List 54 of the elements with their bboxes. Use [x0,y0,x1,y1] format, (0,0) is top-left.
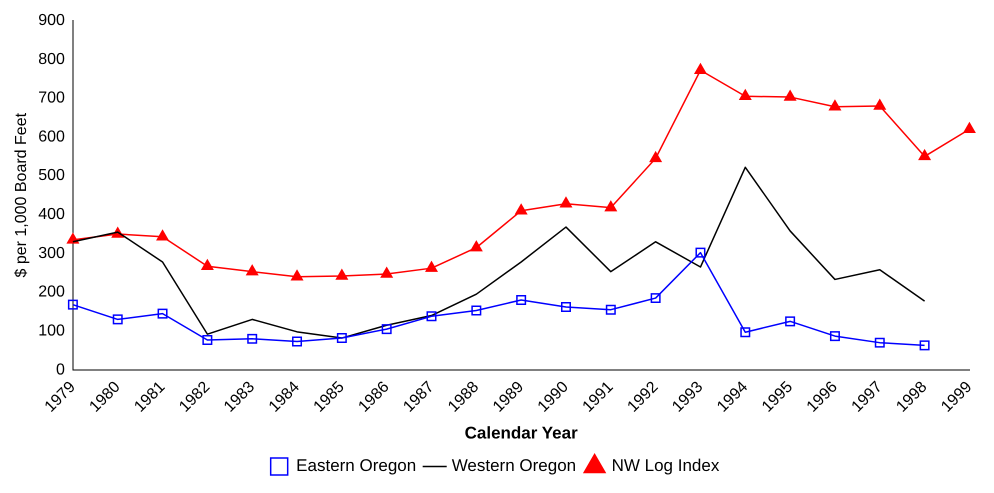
point [336,333,347,344]
point [650,293,661,304]
point [606,304,616,315]
point [963,122,976,134]
point [516,295,526,305]
point [918,150,931,160]
point [246,264,258,276]
point [694,64,706,74]
point [292,336,302,347]
point [291,270,303,280]
point [829,100,841,110]
point [156,230,168,240]
legend-label: Eastern Oregon [296,456,416,476]
point [201,259,214,270]
point [650,152,662,162]
point [785,316,796,326]
point [740,327,750,338]
point [426,261,438,272]
point [560,197,572,208]
y-tick-label: 900 [38,12,65,30]
y-tick-label: 400 [38,206,65,224]
y-tick-label: 600 [38,128,65,146]
point [202,334,212,345]
point [920,340,930,350]
y-tick-label: 0 [56,361,65,378]
point [471,305,482,316]
y-tick-label: 700 [38,90,65,107]
point [874,338,885,348]
point [158,308,168,319]
point [560,302,571,312]
point [380,267,393,278]
point [695,248,706,258]
y-tick-label: 500 [38,167,65,184]
y-axis-title: $ per 1,000 Board Feet [13,112,30,278]
point [874,99,886,110]
y-tick-label: 100 [38,322,65,340]
y-tick-label: 200 [38,284,65,301]
point [784,90,796,101]
point [426,311,436,322]
point [68,300,78,310]
point [604,200,617,212]
point [470,240,482,252]
legend-label: NW Log Index [612,456,720,476]
y-tick-label: 800 [38,50,65,68]
y-tick-label: 300 [38,244,65,262]
point [830,331,840,342]
point [515,204,528,214]
point [382,324,392,334]
point [112,314,123,324]
x-axis-title: Calendar Year [464,423,578,442]
legend-label: Western Oregon [452,456,576,476]
point [247,334,258,344]
point [739,90,752,100]
point [336,269,348,280]
